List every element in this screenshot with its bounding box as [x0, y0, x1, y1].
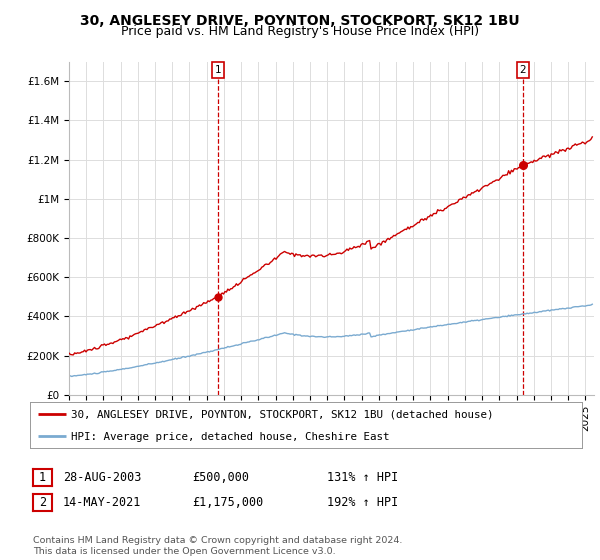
- Text: Price paid vs. HM Land Registry's House Price Index (HPI): Price paid vs. HM Land Registry's House …: [121, 25, 479, 38]
- Text: Contains HM Land Registry data © Crown copyright and database right 2024.
This d: Contains HM Land Registry data © Crown c…: [33, 536, 403, 556]
- Text: 131% ↑ HPI: 131% ↑ HPI: [327, 470, 398, 484]
- Text: 2: 2: [520, 65, 526, 75]
- Text: 28-AUG-2003: 28-AUG-2003: [63, 470, 142, 484]
- Text: £500,000: £500,000: [192, 470, 249, 484]
- Text: 30, ANGLESEY DRIVE, POYNTON, STOCKPORT, SK12 1BU (detached house): 30, ANGLESEY DRIVE, POYNTON, STOCKPORT, …: [71, 410, 494, 420]
- Text: HPI: Average price, detached house, Cheshire East: HPI: Average price, detached house, Ches…: [71, 432, 390, 442]
- Text: 14-MAY-2021: 14-MAY-2021: [63, 496, 142, 509]
- Text: £1,175,000: £1,175,000: [192, 496, 263, 509]
- Text: 1: 1: [39, 470, 46, 484]
- Text: 1: 1: [215, 65, 221, 75]
- Text: 2: 2: [39, 496, 46, 509]
- Text: 30, ANGLESEY DRIVE, POYNTON, STOCKPORT, SK12 1BU: 30, ANGLESEY DRIVE, POYNTON, STOCKPORT, …: [80, 14, 520, 28]
- Text: 192% ↑ HPI: 192% ↑ HPI: [327, 496, 398, 509]
